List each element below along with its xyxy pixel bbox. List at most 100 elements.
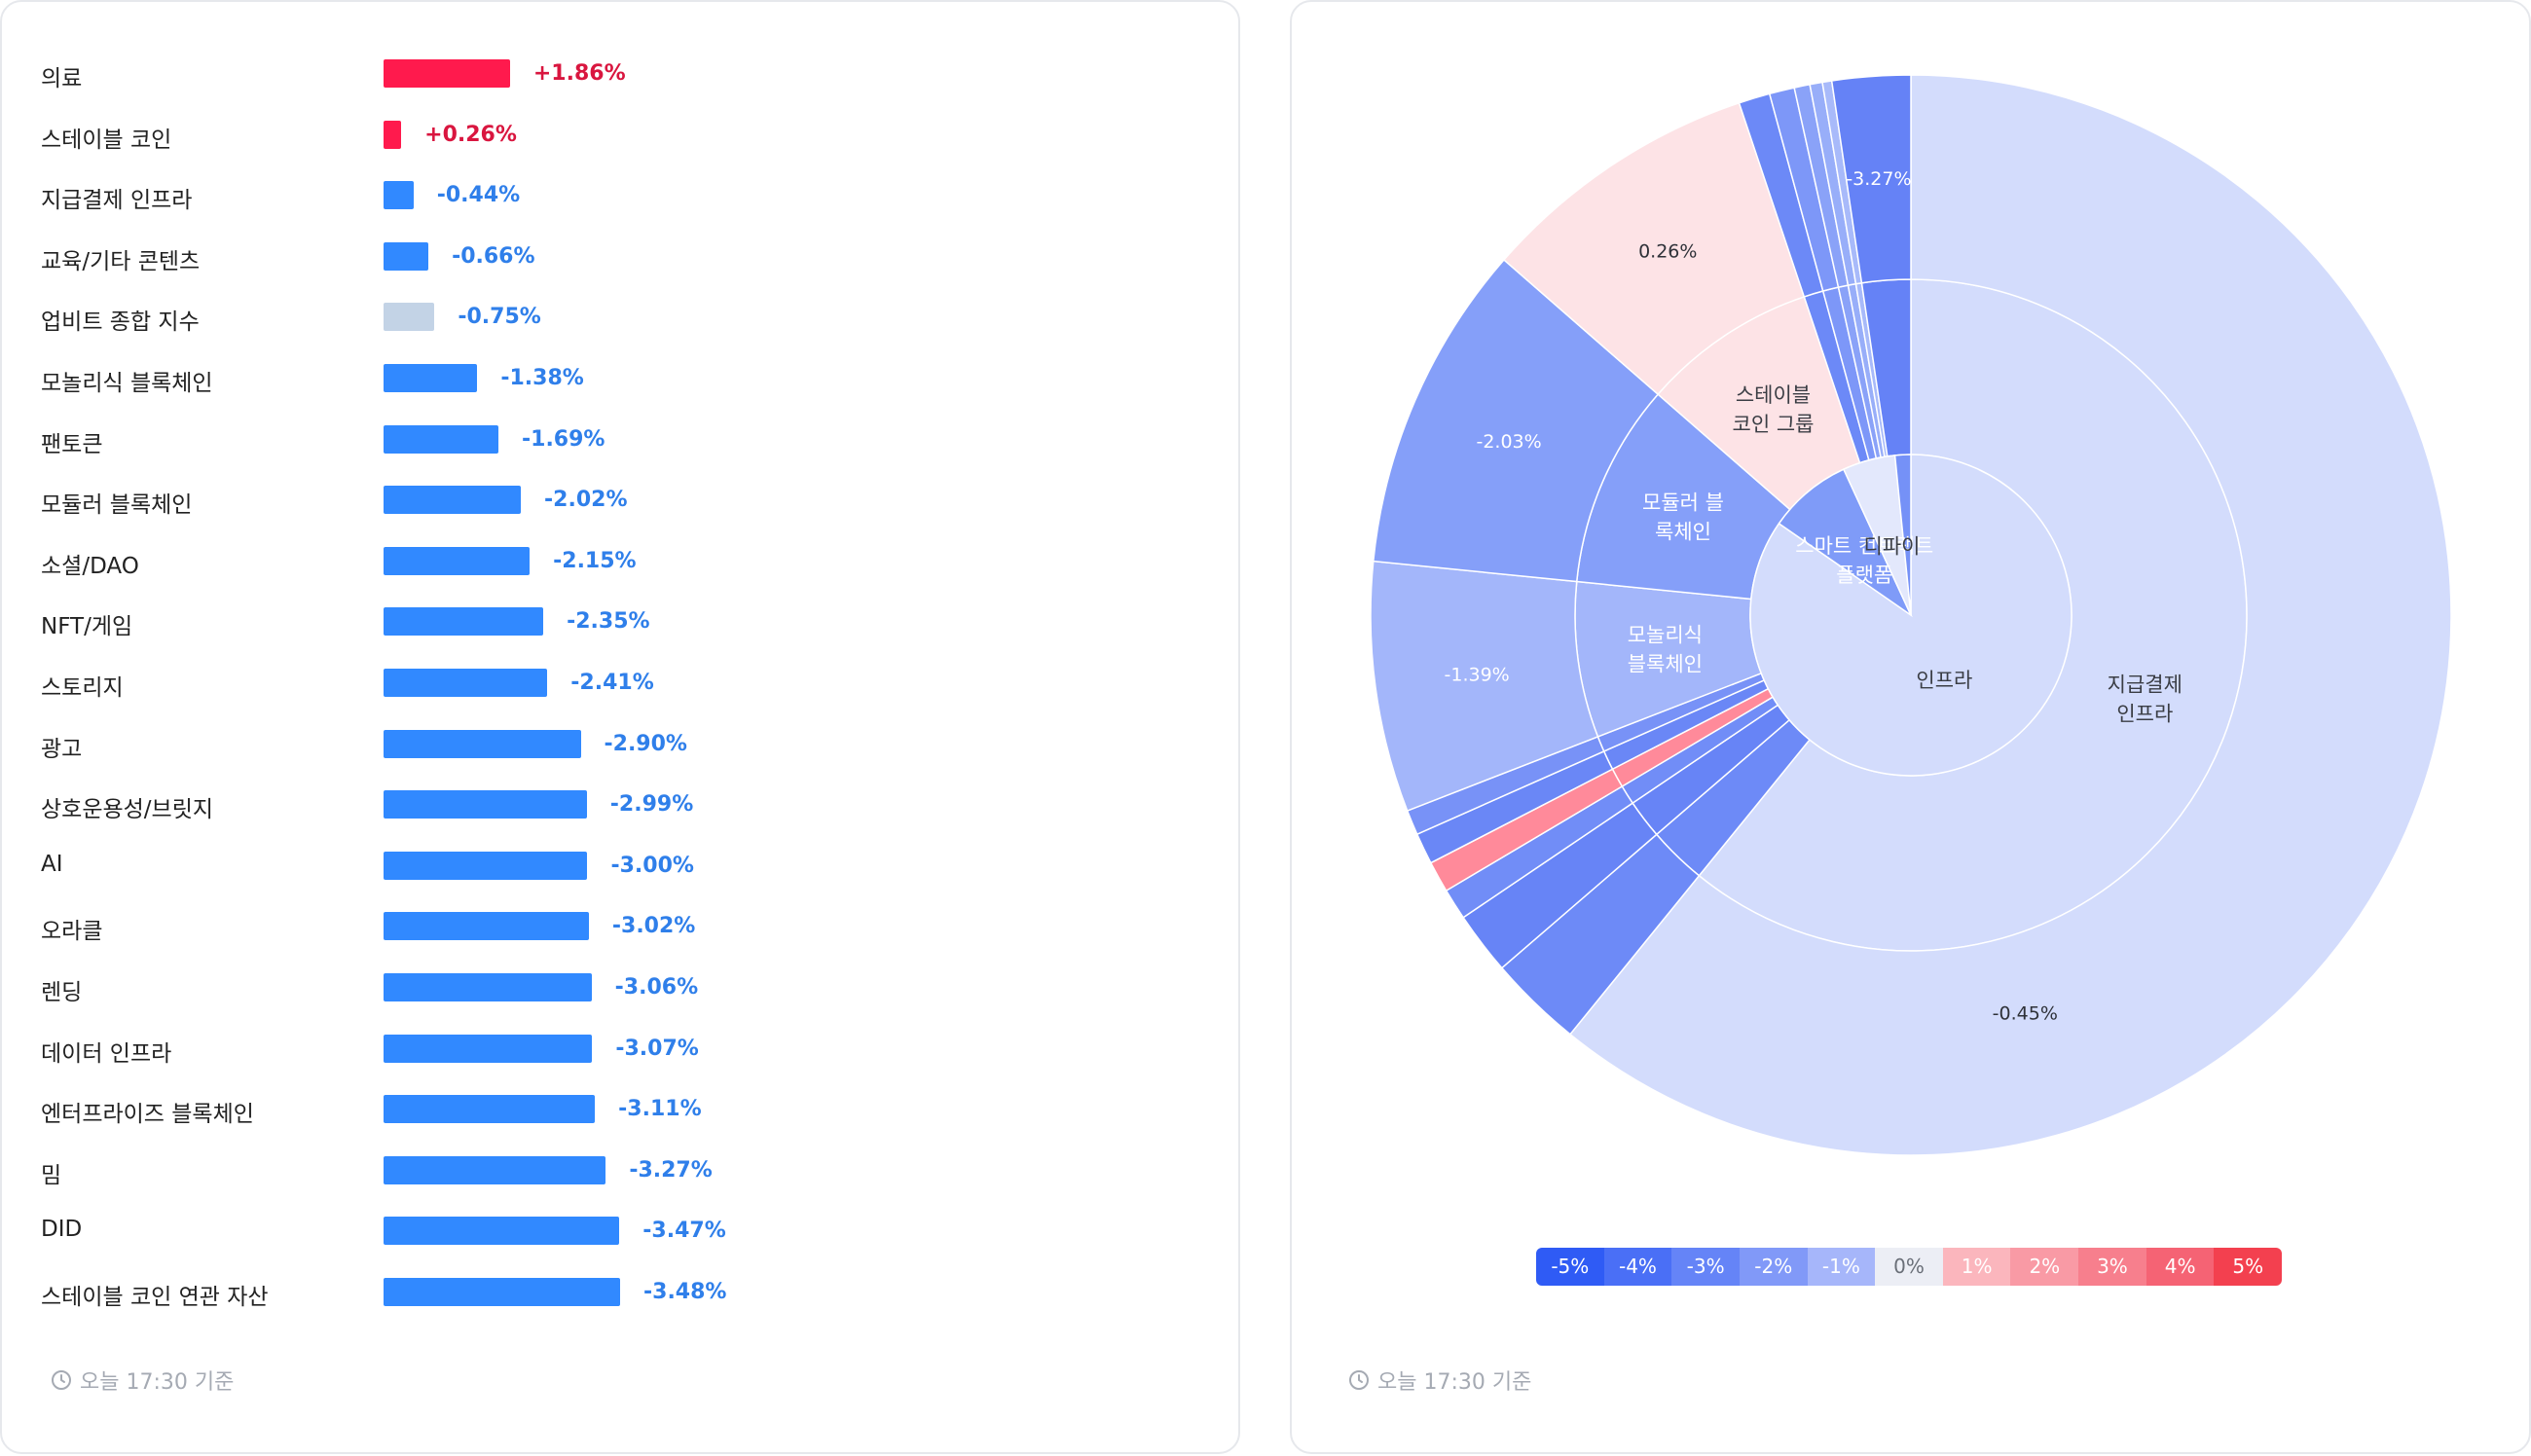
bar[interactable] xyxy=(384,729,581,758)
middle-ring-label: 모듈러 블 록체인 xyxy=(1642,491,1724,544)
bar-category-label: 의료 xyxy=(41,66,83,91)
bar-row: 교육/기타 콘텐츠 -0.66% xyxy=(41,238,1209,277)
inner-ring-segment[interactable] xyxy=(1778,468,1913,618)
bar[interactable] xyxy=(384,912,589,941)
color-legend: -5% -4% -3% -2% -1% 0% 1% 2% 3% 4% 5% xyxy=(1536,1248,2282,1286)
bar[interactable] xyxy=(384,546,531,575)
outer-value-label: -3.27% xyxy=(1846,168,1911,190)
bar[interactable] xyxy=(384,486,522,515)
bar-row: 밈 -3.27% xyxy=(41,1152,1209,1191)
bar-value-label: -2.02% xyxy=(544,488,628,513)
bar[interactable] xyxy=(384,851,588,880)
bar-category-label: 엔터프라이즈 블록체인 xyxy=(41,1102,254,1128)
bar-category-label: 지급결제 인프라 xyxy=(41,188,193,214)
inner-ring-label: 스마트 컨트랙트 플랫폼 xyxy=(1795,534,1933,587)
bar-value-label: +0.26% xyxy=(424,122,517,147)
bar[interactable] xyxy=(384,790,587,819)
bar-row: DID -3.47% xyxy=(41,1213,1209,1252)
bar-category-label: 업비트 종합 지수 xyxy=(41,309,200,336)
outer-ring-segment[interactable] xyxy=(1830,74,1912,284)
timestamp-text: 오늘 17:30 기준 xyxy=(80,1370,235,1395)
bar-category-label: DID xyxy=(41,1217,83,1243)
bar-row: 렌딩 -3.06% xyxy=(41,969,1209,1008)
bar[interactable] xyxy=(384,364,478,392)
clock-icon xyxy=(52,1370,71,1390)
bar-value-label: -2.99% xyxy=(609,792,694,818)
bar-category-label: 렌딩 xyxy=(41,980,83,1005)
bar-value-label: -3.11% xyxy=(618,1097,702,1122)
bar-category-label: 모놀리식 블록체인 xyxy=(41,371,213,396)
bar-category-label: 오라클 xyxy=(41,919,103,945)
legend-cell: -3% xyxy=(1671,1248,1740,1286)
middle-ring-label: 스테이블 코인 그룹 xyxy=(1733,383,1815,436)
legend-cell: 3% xyxy=(2078,1248,2146,1286)
clock-icon xyxy=(1349,1370,1369,1390)
bar-row: 엔터프라이즈 블록체인 -3.11% xyxy=(41,1091,1209,1130)
bar-value-label: -3.47% xyxy=(642,1219,726,1244)
bar-row: 업비트 종합 지수 -0.75% xyxy=(41,299,1209,338)
bar[interactable] xyxy=(384,1034,593,1063)
bar-value-label: +1.86% xyxy=(532,61,626,86)
bar-row: 의료 +1.86% xyxy=(41,55,1209,94)
bar[interactable] xyxy=(384,424,498,454)
bar-value-label: -2.15% xyxy=(553,548,637,573)
bar-row: 스테이블 코인 +0.26% xyxy=(41,117,1209,156)
bar-row: 모듈러 블록체인 -2.02% xyxy=(41,482,1209,521)
bar-value-label: -2.90% xyxy=(604,731,687,756)
bar-category-label: 밈 xyxy=(41,1162,62,1188)
bar-category-label: AI xyxy=(41,851,63,877)
legend-cell: 2% xyxy=(2010,1248,2079,1286)
bar[interactable] xyxy=(384,303,435,332)
outer-value-label: 0.26% xyxy=(1638,241,1697,263)
bar-row: 소셜/DAO -2.15% xyxy=(41,543,1209,582)
bar-category-label: 광고 xyxy=(41,736,83,762)
bar-value-label: -2.41% xyxy=(570,671,654,695)
bar[interactable] xyxy=(384,59,510,88)
legend-cell: -2% xyxy=(1739,1248,1808,1286)
bar-category-label: 스테이블 코인 연관 자산 xyxy=(41,1285,269,1310)
bar-category-label: 스테이블 코인 xyxy=(41,127,172,153)
legend-cell: 5% xyxy=(2214,1248,2282,1286)
bar-value-label: -3.06% xyxy=(614,975,699,1000)
bar[interactable] xyxy=(384,120,402,149)
outer-ring-segment[interactable] xyxy=(1568,74,2452,1156)
bar-category-label: 데이터 인프라 xyxy=(41,1040,172,1067)
legend-cell: -5% xyxy=(1536,1248,1604,1286)
bar-row: 스토리지 -2.41% xyxy=(41,665,1209,704)
bar[interactable] xyxy=(384,607,544,637)
bar-value-label: -3.07% xyxy=(615,1036,699,1061)
inner-ring-label: 디파이 xyxy=(1864,534,1921,558)
bar-category-label: 팬토큰 xyxy=(41,431,103,457)
bar[interactable] xyxy=(384,1217,620,1246)
legend-cell: -4% xyxy=(1603,1248,1672,1286)
bar-category-label: 상호운용성/브릿지 xyxy=(41,797,214,823)
bar[interactable] xyxy=(384,1095,596,1124)
bar-category-label: 스토리지 xyxy=(41,675,124,701)
bar[interactable] xyxy=(384,669,548,697)
bar-value-label: -0.44% xyxy=(436,183,521,208)
bar-value-label: -3.48% xyxy=(643,1280,727,1304)
bar[interactable] xyxy=(384,973,592,1001)
bar-row: AI -3.00% xyxy=(41,848,1209,887)
bar-category-label: 교육/기타 콘텐츠 xyxy=(41,248,201,274)
bar-value-label: -2.35% xyxy=(567,609,650,635)
bar-row: 지급결제 인프라 -0.44% xyxy=(41,177,1209,216)
outer-value-label: -0.45% xyxy=(1993,1002,2058,1024)
legend-cell: 4% xyxy=(2146,1248,2215,1286)
timestamp: 오늘 17:30 기준 xyxy=(1348,1365,1531,1396)
bar-value-label: -0.75% xyxy=(458,305,541,330)
bar-category-label: 소셜/DAO xyxy=(41,553,139,579)
bar[interactable] xyxy=(384,1155,606,1184)
timestamp: 오늘 17:30 기준 xyxy=(51,1365,234,1396)
bar-row: 광고 -2.90% xyxy=(41,726,1209,765)
bar-category-label: NFT/게임 xyxy=(41,614,133,640)
bar-row: NFT/게임 -2.35% xyxy=(41,603,1209,642)
bar[interactable] xyxy=(384,241,429,271)
legend-cell: -1% xyxy=(1807,1248,1876,1286)
bar[interactable] xyxy=(384,181,414,210)
bar[interactable] xyxy=(384,1278,620,1306)
inner-ring-segment[interactable] xyxy=(1893,454,1912,616)
middle-ring-label: 모놀리식 블록체인 xyxy=(1628,623,1703,675)
bar-category-label: 모듈러 블록체인 xyxy=(41,492,193,519)
legend-cell: 0% xyxy=(1875,1248,1943,1286)
